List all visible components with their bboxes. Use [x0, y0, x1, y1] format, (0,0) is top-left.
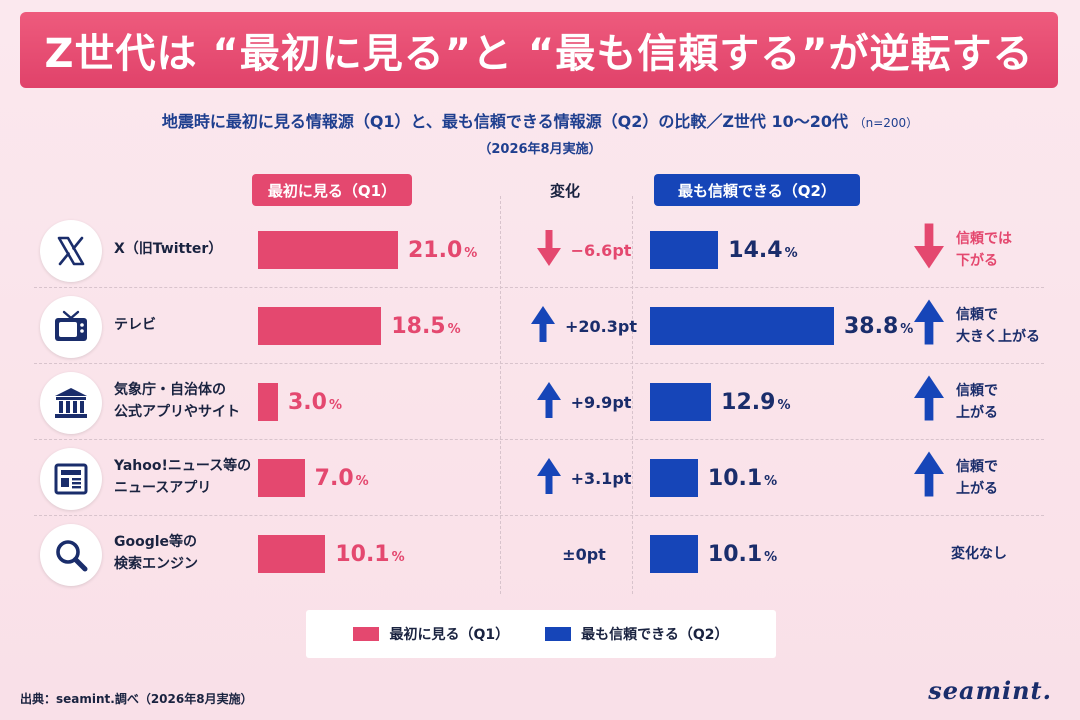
- title-banner: Z世代は “最初に見る”と “最も信頼する”が逆転する: [20, 12, 1058, 88]
- change-value: +20.3pt: [514, 288, 654, 364]
- arrow-up-icon: [914, 450, 944, 505]
- bar-q1: [258, 459, 305, 497]
- change-text: +20.3pt: [565, 316, 637, 336]
- data-label-q1: 18.5%: [391, 313, 461, 339]
- bar-q2: [650, 307, 834, 345]
- arrow-down-icon: [914, 222, 944, 277]
- trend-note: 信頼で 上がる: [914, 440, 1044, 516]
- bar-q2: [650, 231, 719, 269]
- legend-swatch-q1: [353, 627, 380, 641]
- trend-note-line: 信頼で: [956, 382, 998, 399]
- trend-note: 信頼で 大きく上がる: [914, 288, 1044, 364]
- legend-item-q2: 最も信頼できる（Q2）: [545, 624, 729, 644]
- trend-note-line: 信頼で: [956, 458, 998, 475]
- bar-q2: [650, 383, 712, 421]
- category-label-line: テレビ: [114, 317, 156, 334]
- category-label: テレビ: [114, 288, 256, 364]
- divider-right: [632, 196, 633, 594]
- change-value: +9.9pt: [514, 364, 654, 440]
- brand-logo: seamint.: [928, 676, 1052, 705]
- table-row: Google等の 検索エンジン 10.1% ±0pt 10.1% 変化なし: [34, 516, 1044, 592]
- row-divider: [34, 515, 1044, 516]
- bar-q1: [258, 231, 398, 269]
- change-text: ±0pt: [562, 544, 606, 564]
- category-label-line: 検索エンジン: [114, 556, 198, 572]
- category-label-line: 気象庁・自治体の: [114, 382, 226, 399]
- trend-note-line: 上がる: [956, 405, 998, 421]
- data-label-q1: 3.0%: [288, 389, 343, 415]
- bar-q2: [650, 535, 698, 573]
- trend-note-line: 変化なし: [951, 545, 1007, 562]
- survey-date: （2026年8月実施）: [478, 142, 602, 157]
- bar-q1: [258, 535, 326, 573]
- arrow-down-icon: [536, 230, 561, 270]
- subtitle-text: 地震時に最初に見る情報源（Q1）と、最も信頼できる情報源（Q2）の比較／Z世代 …: [161, 112, 849, 131]
- sample-size: （n=200）: [853, 116, 919, 130]
- legend: 最初に見る（Q1） 最も信頼できる（Q2）: [306, 610, 776, 658]
- government-building-icon: [40, 372, 102, 434]
- table-row: Yahoo!ニュース等の ニュースアプリ 7.0% +3.1pt 10.1% 信頼で上がる: [34, 440, 1044, 516]
- category-label-line: 公式アプリやサイト: [114, 404, 240, 420]
- category-label: X（旧Twitter）: [114, 212, 256, 288]
- trend-note-line: 信頼では: [956, 230, 1012, 247]
- arrow-up-icon: [531, 306, 555, 346]
- tv-icon: [40, 296, 102, 358]
- change-text: +3.1pt: [570, 468, 632, 488]
- trend-note: 信頼では 下がる: [914, 212, 1044, 288]
- change-value: +3.1pt: [514, 440, 654, 516]
- column-header-change: 変化: [549, 182, 580, 200]
- table-row: 気象庁・自治体の 公式アプリやサイト 3.0% +9.9pt 12.9% 信頼で上がる: [34, 364, 1044, 440]
- change-value: ±0pt: [514, 516, 654, 592]
- x-logo-icon: [40, 220, 102, 282]
- data-label-q2: 38.8%: [844, 313, 914, 339]
- trend-note: 変化なし: [914, 516, 1044, 592]
- category-label: 気象庁・自治体の 公式アプリやサイト: [114, 364, 256, 440]
- data-label-q1: 7.0%: [314, 465, 369, 491]
- page-title: Z世代は “最初に見る”と “最も信頼する”が逆転する: [44, 31, 1034, 77]
- category-label: Google等の 検索エンジン: [114, 516, 256, 592]
- data-label-q2: 14.4%: [728, 237, 798, 263]
- arrow-up-icon: [536, 458, 561, 498]
- arrow-up-icon: [536, 382, 561, 422]
- category-label-line: Google等の: [114, 534, 198, 551]
- row-divider: [34, 439, 1044, 440]
- legend-swatch-q2: [545, 627, 572, 641]
- trend-note-line: 信頼で: [956, 306, 998, 323]
- category-label-line: Yahoo!ニュース等の: [114, 458, 252, 475]
- legend-item-q1: 最初に見る（Q1）: [353, 624, 509, 644]
- divider-left: [500, 196, 501, 594]
- column-header-q2: 最も信頼できる（Q2）: [654, 174, 860, 206]
- data-label-q2: 12.9%: [721, 389, 791, 415]
- arrow-up-icon: [914, 298, 944, 353]
- data-label-q1: 21.0%: [408, 237, 478, 263]
- trend-note-line: 上がる: [956, 481, 998, 497]
- table-row: テレビ 18.5% +20.3pt 38.8% 信頼で 大きく上がる: [34, 288, 1044, 364]
- change-text: −6.6pt: [570, 240, 632, 260]
- change-value: −6.6pt: [514, 212, 654, 288]
- source-note: 出典：seamint.調べ（2026年8月実施）: [20, 692, 253, 706]
- arrow-up-icon: [914, 374, 944, 429]
- bar-q1: [258, 307, 382, 345]
- table-row: X（旧Twitter） 21.0% −6.6pt 14.4% 信頼では下がる: [34, 212, 1044, 288]
- change-text: +9.9pt: [570, 392, 632, 412]
- bar-q2: [650, 459, 698, 497]
- search-icon: [40, 524, 102, 586]
- row-divider: [34, 287, 1044, 288]
- data-label-q2: 10.1%: [707, 465, 778, 491]
- row-divider: [34, 363, 1044, 364]
- data-label-q2: 10.1%: [707, 541, 778, 567]
- legend-label-q2: 最も信頼できる（Q2）: [581, 627, 729, 643]
- trend-note-line: 大きく上がる: [956, 329, 1040, 345]
- trend-note-line: 下がる: [956, 253, 998, 269]
- category-label-line: X（旧Twitter）: [114, 241, 223, 258]
- bar-q1: [258, 383, 278, 421]
- trend-note: 信頼で 上がる: [914, 364, 1044, 440]
- category-label-line: ニュースアプリ: [114, 480, 212, 496]
- legend-label-q1: 最初に見る（Q1）: [389, 627, 510, 643]
- subtitle: 地震時に最初に見る情報源（Q1）と、最も信頼できる情報源（Q2）の比較／Z世代 …: [0, 108, 1080, 132]
- category-label: Yahoo!ニュース等の ニュースアプリ: [114, 440, 256, 516]
- column-header-q1: 最初に見る（Q1）: [252, 174, 412, 206]
- newspaper-icon: [40, 448, 102, 510]
- data-label-q1: 10.1%: [335, 541, 405, 567]
